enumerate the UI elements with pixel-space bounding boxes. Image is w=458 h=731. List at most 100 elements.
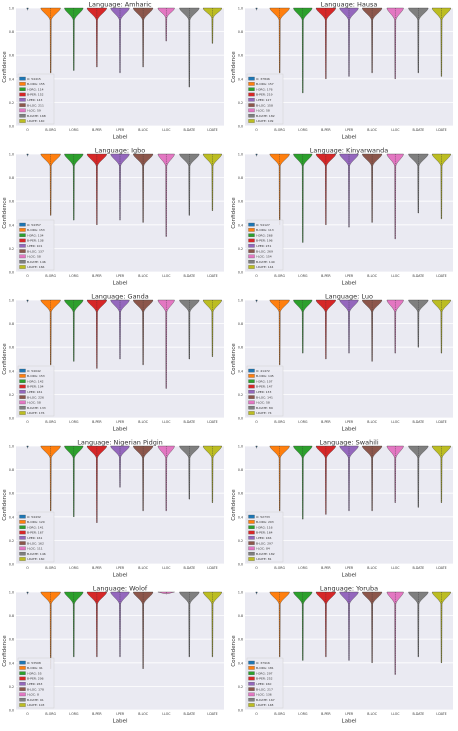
x-tick-label: B-ORG [45, 420, 56, 424]
violin-i-loc [386, 153, 404, 240]
legend-entry: B-LOC: 178 [27, 687, 44, 691]
y-tick-label: 0.0 [9, 563, 14, 567]
legend-entry: B-DATE: 140 [256, 260, 275, 264]
y-tick-label: 0.6 [9, 200, 14, 204]
y-tick-label: 0.8 [9, 614, 14, 618]
legend-entry: O: 54042 [27, 369, 41, 373]
y-tick-label: 0.6 [238, 346, 243, 350]
x-tick-label: I-PER [345, 274, 354, 278]
x-tick-label: B-PER [92, 128, 102, 132]
x-tick-label: B-PER [92, 420, 102, 424]
legend-swatch [248, 87, 255, 91]
legend-entry: B-ORG: 153 [27, 228, 45, 232]
legend-entry: B-LOC: 162 [27, 541, 44, 545]
y-tick-label: 0.4 [9, 661, 14, 665]
legend-swatch [19, 514, 26, 519]
violin-b-per [86, 153, 107, 225]
legend-entry: I-DATE: 109 [256, 119, 274, 123]
legend-swatch [19, 551, 26, 556]
legend-swatch [19, 113, 26, 118]
x-tick-label: B-DATE [413, 128, 425, 132]
x-axis-label: Label [341, 427, 357, 433]
legend-entry: I-ORG: 134 [27, 233, 44, 237]
legend-swatch [248, 98, 255, 102]
legend-swatch [248, 390, 255, 394]
x-tick-label: B-DATE [184, 712, 196, 716]
y-tick-label: 0.6 [9, 54, 14, 58]
y-tick-label: 0.4 [238, 223, 243, 227]
x-tick-label: B-DATE [413, 274, 425, 278]
legend-swatch [19, 259, 26, 264]
y-tick-label: 0.2 [9, 393, 14, 397]
legend-swatch [19, 697, 26, 702]
x-axis-label: Label [341, 281, 357, 287]
legend-entry: I-DATE: 140 [27, 119, 45, 123]
legend-swatch [248, 514, 255, 519]
x-tick-label: I-ORG [69, 566, 79, 570]
x-tick-label: I-DATE [207, 712, 217, 716]
x-tick-label: B-DATE [184, 128, 196, 132]
legend-entry: B-LOC: 137 [27, 249, 44, 253]
x-tick-label: B-LOC [367, 274, 378, 278]
violin-i-date [431, 445, 451, 503]
legend-swatch [248, 92, 255, 97]
y-tick-label: 0.0 [9, 709, 14, 713]
legend-entry: B-ORG: 145 [256, 374, 274, 378]
legend-entry: I-LOC: 8 [27, 693, 39, 697]
y-axis-label: Confidence [231, 197, 237, 229]
legend-entry: B-LOC: 211 [27, 103, 44, 107]
legend-entry: B-ORG: 155 [27, 82, 45, 86]
y-axis-label: Confidence [2, 197, 8, 229]
legend-swatch [248, 697, 255, 702]
x-axis-label: Label [341, 719, 357, 725]
legend-entry: I-PER: 101 [27, 244, 42, 248]
x-tick-label: I-ORG [298, 420, 308, 424]
legend-swatch [19, 379, 26, 383]
legend-swatch [19, 108, 26, 113]
legend-swatch [19, 249, 26, 253]
legend-entry: O: 52733 [256, 515, 270, 519]
legend-entry: B-PER: 252 [256, 677, 273, 681]
y-tick-label: 0.2 [238, 393, 243, 397]
y-tick-label: 1.0 [238, 7, 243, 11]
x-tick-label: O [255, 274, 258, 278]
x-tick-label: B-PER [321, 566, 331, 570]
x-tick-label: B-PER [92, 274, 102, 278]
violin-i-org [293, 7, 313, 94]
x-tick-label: O [255, 566, 258, 570]
x-tick-label: I-LOC [162, 274, 171, 278]
y-tick-label: 0.2 [9, 101, 14, 105]
violin-i-loc [157, 299, 175, 389]
legend-entry: B-DATE: 146 [27, 552, 46, 556]
violin-b-date [179, 445, 200, 500]
legend-entry: B-PER: 138 [27, 239, 44, 243]
legend-swatch [248, 233, 255, 237]
y-tick-label: 0.6 [9, 492, 14, 496]
x-tick-label: O [255, 420, 258, 424]
x-tick-label: O [26, 128, 29, 132]
x-tick-label: I-ORG [298, 128, 308, 132]
x-tick-label: B-PER [92, 566, 102, 570]
x-tick-label: I-LOC [162, 128, 171, 132]
legend-swatch [248, 676, 255, 681]
violin-i-loc [386, 7, 404, 79]
chart-title: Language: Ganda [91, 293, 149, 301]
y-tick-label: 0.0 [9, 125, 14, 129]
y-tick-label: 0.2 [238, 685, 243, 689]
legend-swatch [19, 541, 26, 545]
y-tick-label: 0.0 [238, 563, 243, 567]
legend-entry: B-LOC: 141 [256, 395, 273, 399]
legend-swatch [19, 687, 26, 691]
legend-entry: O: 54432 [27, 515, 41, 519]
legend-entry: B-DATE: 182 [256, 114, 275, 118]
legend-swatch [248, 108, 255, 113]
legend-entry: I-PER: 161 [27, 390, 42, 394]
x-tick-label: I-ORG [298, 274, 308, 278]
legend-swatch [248, 119, 255, 123]
legend-swatch [248, 384, 255, 389]
legend-entry: B-ORG: 203 [256, 520, 274, 524]
legend-entry: I-DATE: 103 [27, 703, 45, 707]
legend-swatch [248, 76, 255, 81]
